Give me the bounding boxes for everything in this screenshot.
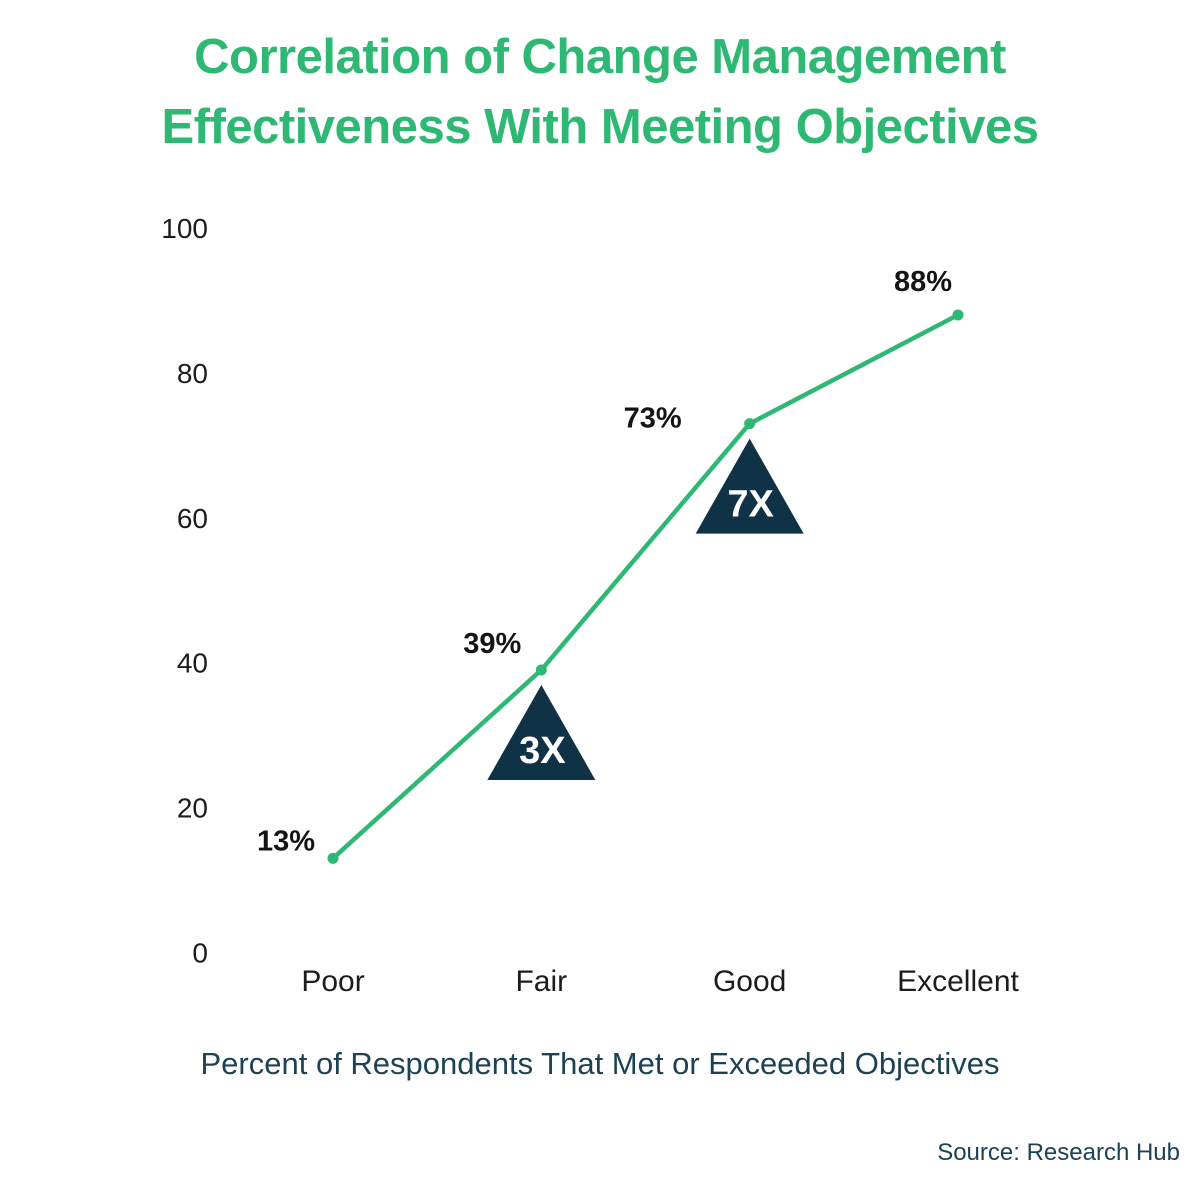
ytick-label: 80: [177, 358, 208, 389]
data-point-label: 13%: [257, 825, 315, 857]
chart-title-line1: Correlation of Change Management: [194, 30, 1006, 84]
multiplier-label: 7X: [727, 484, 774, 526]
data-point-dot: [535, 664, 547, 676]
x-category-label: Poor: [301, 965, 364, 998]
data-point-dot: [744, 418, 756, 430]
ytick-label: 0: [192, 938, 208, 969]
data-point-dot: [327, 852, 339, 864]
x-category-label: Good: [713, 965, 786, 998]
data-point-label: 88%: [894, 266, 952, 298]
chart-title: Correlation of Change Management Effecti…: [0, 22, 1200, 162]
ytick-label: 60: [177, 503, 208, 534]
multiplier-triangle: [695, 438, 804, 534]
chart-line: [330, 312, 961, 861]
chart-title-line2: Effectiveness With Meeting Objectives: [161, 100, 1039, 154]
x-axis-caption: Percent of Respondents That Met or Excee…: [200, 1046, 1000, 1081]
ytick-label: 100: [161, 213, 208, 244]
multiplier-triangle: [487, 684, 596, 780]
ytick-label: 20: [177, 793, 208, 824]
ytick-label: 40: [177, 648, 208, 679]
x-category-label: Excellent: [897, 965, 1019, 998]
multiplier-label: 3X: [519, 730, 566, 772]
x-category-label: Fair: [515, 965, 567, 998]
data-point-label: 73%: [624, 403, 682, 435]
source-credit: Source: Research Hub: [937, 1139, 1180, 1166]
data-point-label: 39%: [463, 628, 521, 660]
data-point-dot: [952, 309, 964, 321]
